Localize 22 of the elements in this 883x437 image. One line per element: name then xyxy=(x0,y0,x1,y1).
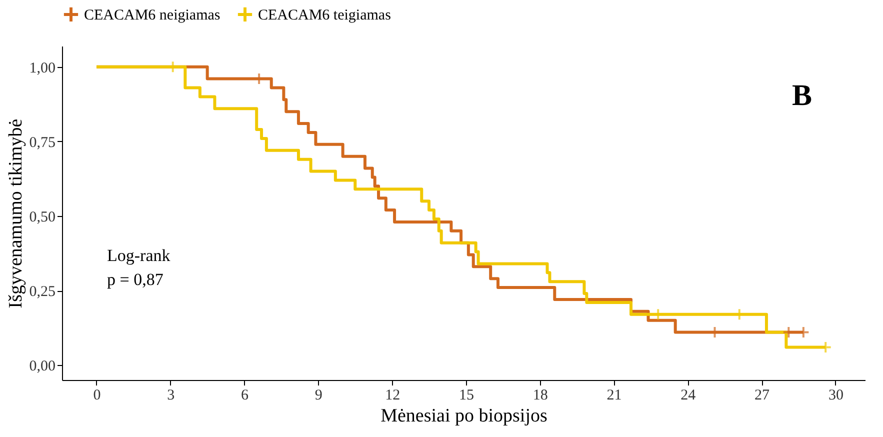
x-tick-label: 9 xyxy=(314,388,322,404)
x-tick-label: 12 xyxy=(385,388,400,404)
legend-label: CEACAM6 teigiamas xyxy=(258,7,392,24)
x-tick-label: 24 xyxy=(680,388,696,404)
y-tick-label: 0,50 xyxy=(29,209,56,226)
y-tick-label: 1,00 xyxy=(29,60,56,76)
y-tick-label: 0,00 xyxy=(29,358,56,375)
x-tick-label: 3 xyxy=(167,388,175,404)
x-tick-label: 6 xyxy=(241,388,250,404)
x-tick-label: 27 xyxy=(754,388,770,404)
x-tick-label: 18 xyxy=(532,388,548,404)
annotation: Log-rank p = 0,87 xyxy=(107,246,171,289)
x-axis-title: Mėnesiai po biopsijos xyxy=(380,406,548,426)
y-tick-label: 0,25 xyxy=(29,284,56,300)
x-tick-label: 30 xyxy=(828,388,844,404)
annotation: B xyxy=(792,79,812,112)
y-tick-label: 0,75 xyxy=(29,134,56,151)
x-tick-label: 15 xyxy=(458,388,474,404)
y-axis-title: Išgyvenamumo tikimybė xyxy=(5,118,26,308)
legend-label: CEACAM6 neigiamas xyxy=(84,7,220,24)
x-tick-label: 0 xyxy=(93,388,101,404)
x-tick-label: 21 xyxy=(606,388,622,404)
